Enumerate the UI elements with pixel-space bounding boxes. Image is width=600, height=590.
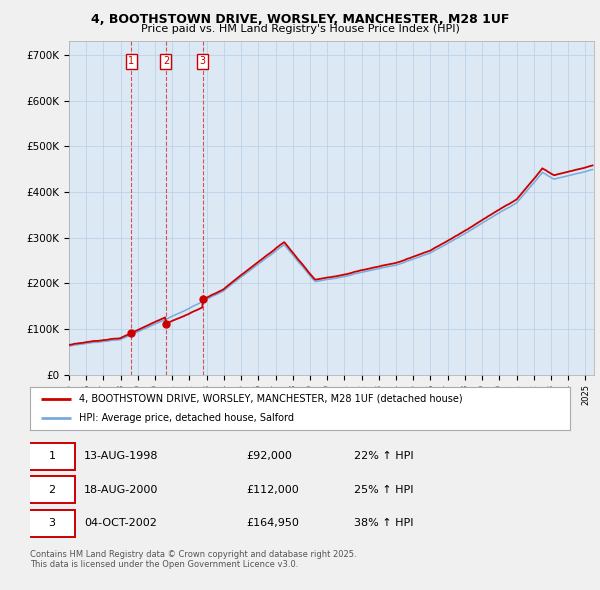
Text: 38% ↑ HPI: 38% ↑ HPI: [354, 519, 413, 528]
FancyBboxPatch shape: [29, 476, 75, 503]
Text: £112,000: £112,000: [246, 485, 299, 494]
Text: 4, BOOTHSTOWN DRIVE, WORSLEY, MANCHESTER, M28 1UF: 4, BOOTHSTOWN DRIVE, WORSLEY, MANCHESTER…: [91, 13, 509, 26]
Text: Price paid vs. HM Land Registry's House Price Index (HPI): Price paid vs. HM Land Registry's House …: [140, 24, 460, 34]
Text: 04-OCT-2002: 04-OCT-2002: [84, 519, 157, 528]
Text: £92,000: £92,000: [246, 451, 292, 461]
Text: 2: 2: [49, 485, 55, 494]
Text: Contains HM Land Registry data © Crown copyright and database right 2025.
This d: Contains HM Land Registry data © Crown c…: [30, 550, 356, 569]
Text: 13-AUG-1998: 13-AUG-1998: [84, 451, 158, 461]
Text: 3: 3: [200, 56, 206, 66]
Text: 18-AUG-2000: 18-AUG-2000: [84, 485, 158, 494]
Text: 1: 1: [49, 451, 55, 461]
Text: 1: 1: [128, 56, 134, 66]
Text: 3: 3: [49, 519, 55, 528]
FancyBboxPatch shape: [29, 510, 75, 537]
Text: 22% ↑ HPI: 22% ↑ HPI: [354, 451, 413, 461]
Text: £164,950: £164,950: [246, 519, 299, 528]
FancyBboxPatch shape: [29, 442, 75, 470]
Text: 4, BOOTHSTOWN DRIVE, WORSLEY, MANCHESTER, M28 1UF (detached house): 4, BOOTHSTOWN DRIVE, WORSLEY, MANCHESTER…: [79, 394, 462, 404]
Text: HPI: Average price, detached house, Salford: HPI: Average price, detached house, Salf…: [79, 413, 293, 423]
Text: 25% ↑ HPI: 25% ↑ HPI: [354, 485, 413, 494]
Text: 2: 2: [163, 56, 169, 66]
